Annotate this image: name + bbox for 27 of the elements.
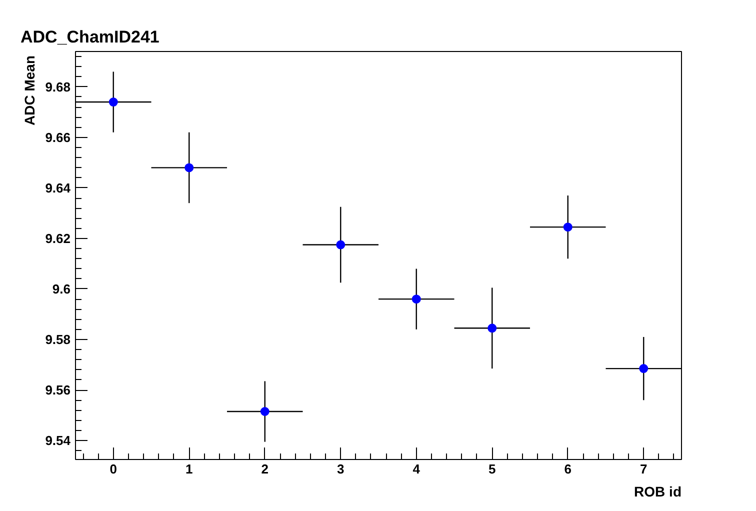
point <box>108 98 118 107</box>
point <box>336 240 346 250</box>
point <box>184 163 194 172</box>
point <box>260 407 270 416</box>
y-tick-label: 9.6 <box>52 281 71 296</box>
x-tick-label: 7 <box>640 462 648 476</box>
y-tick-label: 9.68 <box>45 79 71 94</box>
point <box>563 222 572 232</box>
x-tick-label: 1 <box>186 462 193 476</box>
y-tick-label: 9.54 <box>45 433 72 448</box>
x-tick-label: 3 <box>337 462 344 476</box>
x-tick-label: 2 <box>261 462 268 476</box>
y-tick-label: 9.56 <box>45 382 71 398</box>
y-tick-label: 9.66 <box>45 130 71 145</box>
point <box>488 324 497 333</box>
y-tick-label: 9.58 <box>45 332 71 347</box>
x-tick-label: 0 <box>110 462 117 476</box>
x-tick-label: 5 <box>488 462 496 476</box>
point <box>412 294 421 304</box>
point <box>639 364 648 374</box>
y-axis-title: ADC Mean <box>22 55 38 126</box>
x-tick-label: 4 <box>412 462 421 476</box>
chart-title: ADC_ChamID241 <box>20 28 160 46</box>
y-tick-label: 9.62 <box>45 230 71 246</box>
x-axis-title: ROB id <box>634 484 682 500</box>
y-tick-label: 9.64 <box>45 180 72 196</box>
x-tick-label: 6 <box>564 462 572 476</box>
